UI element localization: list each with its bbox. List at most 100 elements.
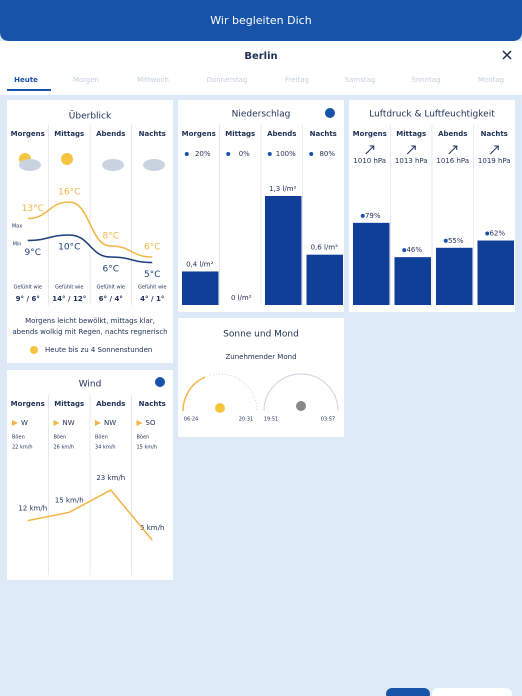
drop-icon: [402, 248, 407, 253]
humidity-bar: [394, 257, 431, 305]
pressure-value: 1010 hPa: [353, 157, 386, 165]
period-label: Nachts: [310, 130, 337, 138]
sun-icon: [30, 346, 38, 354]
sunrise: 06:24: [184, 417, 198, 423]
period-label: Morgens: [353, 130, 387, 138]
top-bar: [0, 0, 522, 41]
temp-label-max: 6°C: [144, 243, 161, 253]
tab[interactable]: Morgen: [73, 76, 99, 84]
precip-label: 0 l/m²: [231, 294, 252, 302]
temp-label-max: 13°C: [22, 204, 44, 214]
rain-icon: [309, 152, 314, 156]
temp-label-min: 5°C: [144, 270, 161, 280]
rain-icon: [226, 152, 231, 156]
city-bar: [0, 41, 522, 95]
close-button[interactable]: [502, 50, 512, 60]
city-name: Berlin: [244, 51, 277, 62]
panel-title: Wind: [79, 380, 102, 390]
speed-label: 15 km/h: [55, 496, 84, 504]
tab[interactable]: Sonntag: [411, 76, 440, 84]
trend-arrow: [489, 145, 499, 155]
wind-arrow: [12, 420, 18, 426]
toggle-button[interactable]: [386, 688, 430, 696]
speed-label: 5 km/h: [140, 524, 164, 532]
help-icon[interactable]: [325, 108, 335, 118]
max-label: Max: [12, 224, 22, 230]
gust-label: Böen: [95, 435, 108, 441]
precip-bar: [306, 254, 343, 305]
gust-label: Böen: [54, 435, 67, 441]
precip-label: 0,4 l/m²: [186, 260, 213, 268]
period-label: Mittags: [54, 400, 84, 408]
humidity-label: 55%: [448, 237, 464, 245]
period-label: Nachts: [481, 130, 508, 138]
rain-probability: 20%: [195, 150, 211, 158]
pressure-value: 1019 hPa: [478, 157, 511, 165]
tab[interactable]: Mittwoch: [137, 76, 169, 84]
overview-description: Morgens leicht bewölkt, mittags klar, ab…: [12, 317, 168, 336]
period-label: Abends: [96, 400, 125, 408]
temp-line-min: [27, 234, 153, 264]
period-label: Mittags: [54, 130, 84, 138]
humidity-label: 79%: [365, 212, 381, 220]
sunshine: Heute bis zu 4 Sonnenstunden: [45, 346, 152, 354]
felt-label: Gefühlt wie: [138, 285, 167, 291]
tab[interactable]: Freitag: [285, 76, 309, 84]
drop-icon: [485, 231, 490, 236]
pressure-value: 1016 hPa: [436, 157, 469, 165]
app-title: Wir begleiten Dich: [210, 14, 311, 27]
help-icon[interactable]: [155, 377, 165, 387]
wind-direction: W: [21, 419, 28, 427]
drop-icon: [443, 238, 448, 243]
humidity-bar: [353, 222, 390, 305]
precip-label: 0,6 l/m²: [311, 244, 338, 252]
panel-title: Niederschlag: [232, 110, 291, 120]
weather-icon: [102, 159, 124, 171]
active-tab-indicator: [7, 89, 51, 91]
weather-icon: [61, 153, 73, 165]
period-label: Mittags: [396, 130, 426, 138]
moon-phase: Zunehmender Mond: [225, 353, 296, 361]
drop-icon: [360, 213, 365, 218]
moonset: 03:57: [321, 417, 335, 423]
min-label: Min: [13, 242, 22, 248]
tab[interactable]: Montag: [478, 76, 504, 84]
toggle-button[interactable]: [432, 688, 512, 696]
sunset: 20:31: [239, 417, 253, 423]
humidity-bar: [436, 247, 473, 305]
period-label: Abends: [267, 130, 296, 138]
felt-label: Gefühlt wie: [96, 285, 125, 291]
panel-title: Überblick: [69, 111, 112, 122]
period-label: Nachts: [139, 400, 166, 408]
panel-title: Luftdruck & Luftfeuchtigkeit: [369, 110, 495, 120]
tab[interactable]: Heute: [14, 76, 38, 84]
moon-icon: [296, 401, 306, 411]
period-label: Mittags: [225, 130, 255, 138]
period-label: Abends: [438, 130, 467, 138]
temp-label-min: 6°C: [102, 265, 119, 275]
trend-arrow: [406, 145, 416, 155]
weather-icon: [19, 159, 41, 171]
moon-arc: [263, 373, 339, 412]
felt-label: Gefühlt wie: [13, 285, 42, 291]
rain-icon: [267, 152, 272, 156]
felt-label: Gefühlt wie: [55, 285, 84, 291]
wind-arrow: [95, 420, 101, 426]
tab[interactable]: Donnerstag: [207, 76, 248, 84]
sun-icon: [215, 403, 225, 413]
felt-value: 9° / 6°: [16, 295, 40, 303]
temp-label-min: 10°C: [58, 243, 80, 253]
weather-icon: [143, 159, 165, 171]
panel-title: Sonne und Mond: [223, 330, 299, 340]
period-label: Morgens: [182, 130, 216, 138]
temp-line-max: [27, 201, 153, 258]
period-label: Morgens: [11, 400, 45, 408]
humidity-label: 46%: [406, 246, 422, 254]
tab[interactable]: Samstag: [345, 76, 376, 84]
speed-label: 23 km/h: [96, 474, 125, 482]
wind-arrow: [136, 420, 143, 426]
period-label: Morgens: [11, 130, 45, 138]
wind-line: [27, 489, 153, 541]
wind-arrow: [53, 420, 60, 426]
